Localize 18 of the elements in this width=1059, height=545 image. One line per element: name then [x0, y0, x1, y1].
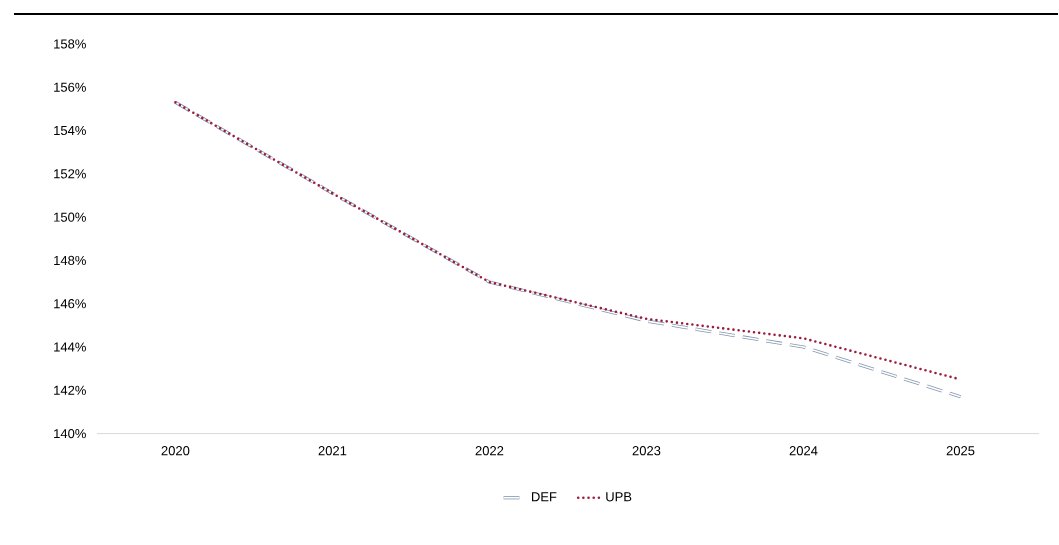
legend-label: UPB: [606, 492, 632, 502]
x-tick-label: 2025: [946, 445, 975, 456]
y-tick-label: 158%: [54, 39, 86, 49]
y-tick-label: 154%: [54, 125, 86, 135]
x-tick-label: 2021: [318, 445, 347, 456]
x-tick-label: 2022: [475, 445, 504, 456]
x-tick-label: 2020: [161, 445, 190, 456]
y-tick-label: 148%: [54, 255, 86, 265]
y-tick-label: 152%: [54, 169, 86, 179]
y-tick-label: 142%: [54, 385, 86, 395]
y-tick-label: 144%: [54, 342, 86, 352]
y-tick-label: 150%: [54, 212, 86, 222]
y-tick-label: 140%: [54, 428, 86, 438]
x-tick-label: 2023: [632, 445, 661, 456]
y-tick-label: 156%: [54, 82, 86, 92]
y-tick-label: 146%: [54, 298, 86, 309]
x-tick-label: 2024: [789, 445, 818, 456]
legend-label: DEF: [532, 492, 557, 502]
